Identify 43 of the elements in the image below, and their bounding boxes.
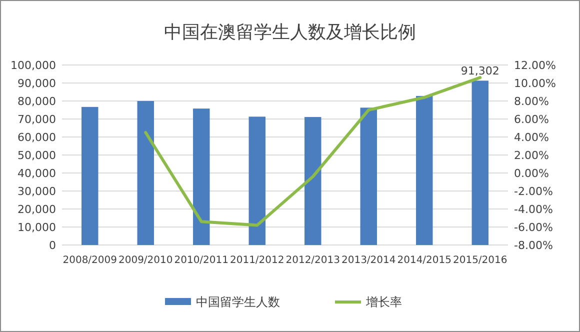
- y2-tick-label: -8.00%: [514, 238, 553, 252]
- bar: [137, 101, 154, 245]
- y2-tick-label: 2.00%: [514, 148, 549, 162]
- bar: [416, 96, 433, 245]
- bar: [360, 108, 377, 245]
- y2-tick-label: 10.00%: [514, 76, 556, 90]
- y2-tick-label: 4.00%: [514, 130, 549, 144]
- y-tick-label: 70,000: [18, 112, 56, 126]
- x-tick-label: 2010/2011: [174, 255, 229, 266]
- data-label: 91,302: [460, 64, 500, 78]
- y2-tick-label: 12.00%: [514, 58, 556, 72]
- y-tick-label: 40,000: [18, 166, 56, 180]
- line-series: [144, 76, 482, 227]
- y-tick-label: 60,000: [18, 130, 56, 144]
- y2-tick-label: 0.00%: [514, 166, 549, 180]
- y-tick-label: 0: [49, 238, 56, 252]
- legend-label: 增长率: [365, 295, 402, 310]
- x-tick-label: 2011/2012: [230, 255, 284, 266]
- y2-tick-label: 6.00%: [514, 112, 549, 126]
- x-tick-label: 2013/2014: [341, 255, 396, 266]
- x-tick-label: 2009/2010: [118, 255, 173, 266]
- y-tick-label: 20,000: [18, 202, 56, 216]
- y-tick-label: 80,000: [18, 94, 56, 108]
- y-tick-label: 50,000: [18, 148, 56, 162]
- bar: [248, 116, 266, 245]
- y-tick-label: 100,000: [10, 58, 56, 72]
- x-tick-label: 2012/2013: [286, 255, 340, 266]
- x-tick-label: 2014/2015: [397, 255, 452, 266]
- x-tick-label: 2015/2016: [452, 255, 508, 266]
- y-tick-label: 30,000: [18, 184, 56, 198]
- bar: [472, 80, 488, 245]
- x-tick-label: 2008/2009: [62, 255, 118, 266]
- y2-tick-label: -4.00%: [514, 202, 553, 216]
- y2-tick-label: 8.00%: [514, 94, 549, 108]
- y-tick-label: 10,000: [18, 220, 56, 234]
- legend-label: 中国留学生人数: [196, 295, 280, 310]
- bar: [193, 108, 210, 245]
- y-tick-label: 90,000: [18, 76, 56, 90]
- chart-title: 中国在澳留学生人数及增长比例: [164, 22, 416, 43]
- y2-tick-label: -6.00%: [514, 220, 553, 234]
- bar: [82, 106, 98, 245]
- bar: [304, 117, 322, 245]
- y2-tick-label: -2.00%: [514, 184, 553, 198]
